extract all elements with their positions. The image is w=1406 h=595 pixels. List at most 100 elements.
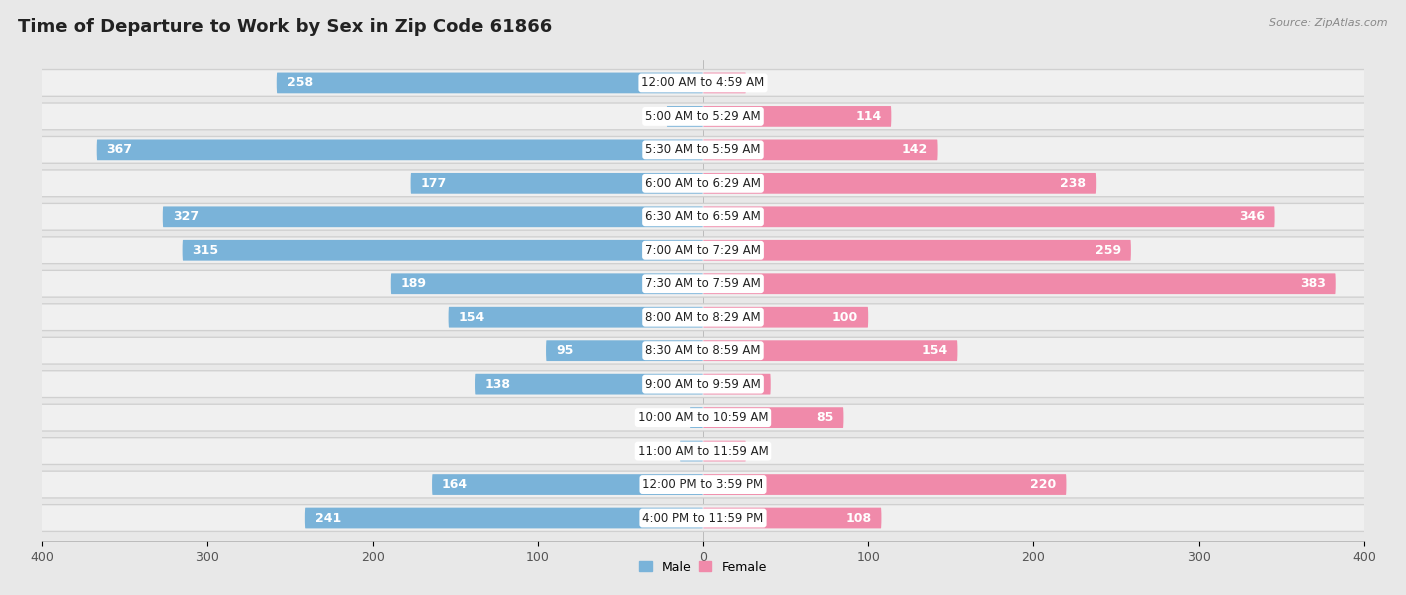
Text: 315: 315 [193, 244, 219, 257]
FancyBboxPatch shape [703, 441, 747, 462]
FancyBboxPatch shape [666, 106, 703, 127]
FancyBboxPatch shape [39, 102, 1367, 130]
FancyBboxPatch shape [703, 508, 882, 528]
Text: 7:30 AM to 7:59 AM: 7:30 AM to 7:59 AM [645, 277, 761, 290]
Text: 108: 108 [845, 512, 872, 525]
FancyBboxPatch shape [39, 303, 1367, 331]
FancyBboxPatch shape [41, 371, 1365, 397]
Text: 154: 154 [921, 344, 948, 357]
FancyBboxPatch shape [546, 340, 703, 361]
Text: 10:00 AM to 10:59 AM: 10:00 AM to 10:59 AM [638, 411, 768, 424]
FancyBboxPatch shape [681, 441, 703, 462]
FancyBboxPatch shape [703, 139, 938, 160]
Text: 154: 154 [458, 311, 485, 324]
FancyBboxPatch shape [39, 169, 1367, 198]
FancyBboxPatch shape [690, 407, 703, 428]
Text: 258: 258 [287, 76, 312, 89]
FancyBboxPatch shape [475, 374, 703, 394]
Legend: Male, Female: Male, Female [634, 556, 772, 578]
FancyBboxPatch shape [41, 505, 1365, 531]
FancyBboxPatch shape [703, 206, 1275, 227]
FancyBboxPatch shape [703, 273, 1336, 294]
Text: 142: 142 [901, 143, 928, 156]
Text: 14: 14 [658, 444, 673, 458]
FancyBboxPatch shape [41, 305, 1365, 330]
Text: 85: 85 [815, 411, 834, 424]
Text: 8: 8 [675, 411, 683, 424]
Text: 11:00 AM to 11:59 AM: 11:00 AM to 11:59 AM [638, 444, 768, 458]
Text: 4:00 PM to 11:59 PM: 4:00 PM to 11:59 PM [643, 512, 763, 525]
Text: 367: 367 [107, 143, 132, 156]
FancyBboxPatch shape [449, 307, 703, 328]
FancyBboxPatch shape [41, 405, 1365, 430]
FancyBboxPatch shape [305, 508, 703, 528]
Text: 8:30 AM to 8:59 AM: 8:30 AM to 8:59 AM [645, 344, 761, 357]
FancyBboxPatch shape [39, 203, 1367, 231]
Text: 6:30 AM to 6:59 AM: 6:30 AM to 6:59 AM [645, 210, 761, 223]
FancyBboxPatch shape [41, 70, 1365, 96]
FancyBboxPatch shape [39, 504, 1367, 532]
Text: 164: 164 [441, 478, 468, 491]
Text: 12:00 PM to 3:59 PM: 12:00 PM to 3:59 PM [643, 478, 763, 491]
Text: 238: 238 [1060, 177, 1087, 190]
FancyBboxPatch shape [41, 171, 1365, 196]
FancyBboxPatch shape [432, 474, 703, 495]
FancyBboxPatch shape [41, 338, 1365, 364]
FancyBboxPatch shape [411, 173, 703, 194]
FancyBboxPatch shape [41, 204, 1365, 230]
FancyBboxPatch shape [39, 136, 1367, 164]
FancyBboxPatch shape [39, 270, 1367, 298]
FancyBboxPatch shape [183, 240, 703, 261]
FancyBboxPatch shape [703, 73, 747, 93]
FancyBboxPatch shape [39, 69, 1367, 97]
FancyBboxPatch shape [703, 173, 1097, 194]
FancyBboxPatch shape [41, 439, 1365, 464]
FancyBboxPatch shape [39, 403, 1367, 432]
Text: 220: 220 [1031, 478, 1056, 491]
FancyBboxPatch shape [703, 407, 844, 428]
Text: 259: 259 [1095, 244, 1121, 257]
FancyBboxPatch shape [41, 137, 1365, 162]
FancyBboxPatch shape [41, 237, 1365, 263]
FancyBboxPatch shape [703, 474, 1066, 495]
FancyBboxPatch shape [41, 472, 1365, 497]
Text: 241: 241 [315, 512, 342, 525]
FancyBboxPatch shape [391, 273, 703, 294]
FancyBboxPatch shape [703, 106, 891, 127]
Text: 22: 22 [644, 110, 659, 123]
Text: 346: 346 [1239, 210, 1264, 223]
Text: 9:00 AM to 9:59 AM: 9:00 AM to 9:59 AM [645, 378, 761, 391]
Text: Source: ZipAtlas.com: Source: ZipAtlas.com [1270, 18, 1388, 28]
FancyBboxPatch shape [703, 307, 868, 328]
FancyBboxPatch shape [703, 374, 770, 394]
Text: 5:30 AM to 5:59 AM: 5:30 AM to 5:59 AM [645, 143, 761, 156]
FancyBboxPatch shape [163, 206, 703, 227]
Text: 8:00 AM to 8:29 AM: 8:00 AM to 8:29 AM [645, 311, 761, 324]
FancyBboxPatch shape [41, 271, 1365, 296]
Text: 138: 138 [485, 378, 510, 391]
FancyBboxPatch shape [41, 104, 1365, 129]
Text: 177: 177 [420, 177, 447, 190]
Text: 327: 327 [173, 210, 198, 223]
FancyBboxPatch shape [277, 73, 703, 93]
Text: 7:00 AM to 7:29 AM: 7:00 AM to 7:29 AM [645, 244, 761, 257]
Text: 41: 41 [744, 378, 761, 391]
FancyBboxPatch shape [39, 471, 1367, 499]
Text: Time of Departure to Work by Sex in Zip Code 61866: Time of Departure to Work by Sex in Zip … [18, 18, 553, 36]
FancyBboxPatch shape [39, 370, 1367, 398]
Text: 383: 383 [1301, 277, 1326, 290]
Text: 100: 100 [832, 311, 858, 324]
Text: 5:00 AM to 5:29 AM: 5:00 AM to 5:29 AM [645, 110, 761, 123]
FancyBboxPatch shape [39, 236, 1367, 264]
Text: 26: 26 [752, 444, 768, 458]
Text: 12:00 AM to 4:59 AM: 12:00 AM to 4:59 AM [641, 76, 765, 89]
FancyBboxPatch shape [97, 139, 703, 160]
Text: 6:00 AM to 6:29 AM: 6:00 AM to 6:29 AM [645, 177, 761, 190]
FancyBboxPatch shape [39, 337, 1367, 365]
Text: 189: 189 [401, 277, 426, 290]
FancyBboxPatch shape [39, 437, 1367, 465]
Text: 114: 114 [855, 110, 882, 123]
FancyBboxPatch shape [703, 240, 1130, 261]
Text: 95: 95 [555, 344, 574, 357]
FancyBboxPatch shape [703, 340, 957, 361]
